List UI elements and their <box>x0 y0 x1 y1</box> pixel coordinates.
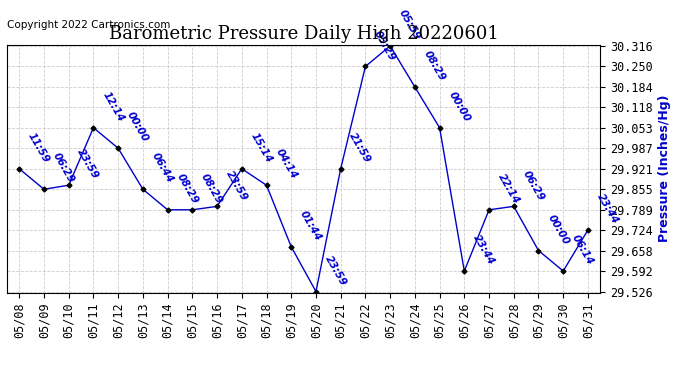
Text: 00:00: 00:00 <box>545 213 571 246</box>
Text: 21:59: 21:59 <box>348 131 373 165</box>
Text: 05:59: 05:59 <box>397 8 422 42</box>
Text: 11:59: 11:59 <box>26 131 52 165</box>
Text: 12:14: 12:14 <box>100 90 126 123</box>
Text: 23:44: 23:44 <box>595 192 620 226</box>
Text: 06:29: 06:29 <box>521 168 546 202</box>
Text: 00:00: 00:00 <box>446 90 472 123</box>
Text: 23:59: 23:59 <box>323 254 348 287</box>
Text: 22:14: 22:14 <box>496 172 521 206</box>
Text: 00:00: 00:00 <box>125 110 150 144</box>
Text: 23:59: 23:59 <box>224 168 249 202</box>
Text: 08:29: 08:29 <box>175 172 200 206</box>
Y-axis label: Pressure (Inches/Hg): Pressure (Inches/Hg) <box>658 95 671 243</box>
Text: 23:59: 23:59 <box>76 147 101 181</box>
Text: 05:29: 05:29 <box>373 28 397 62</box>
Text: 04:14: 04:14 <box>273 147 299 181</box>
Text: 01:44: 01:44 <box>298 209 324 243</box>
Text: 08:29: 08:29 <box>199 172 224 206</box>
Text: 06:29: 06:29 <box>51 152 76 185</box>
Text: 06:44: 06:44 <box>150 152 175 185</box>
Text: Copyright 2022 Cartronics.com: Copyright 2022 Cartronics.com <box>7 20 170 30</box>
Text: 06:14: 06:14 <box>570 233 595 267</box>
Text: 15:14: 15:14 <box>248 131 274 165</box>
Text: 08:29: 08:29 <box>422 49 447 83</box>
Text: 23:44: 23:44 <box>471 233 497 267</box>
Title: Barometric Pressure Daily High 20220601: Barometric Pressure Daily High 20220601 <box>108 26 499 44</box>
